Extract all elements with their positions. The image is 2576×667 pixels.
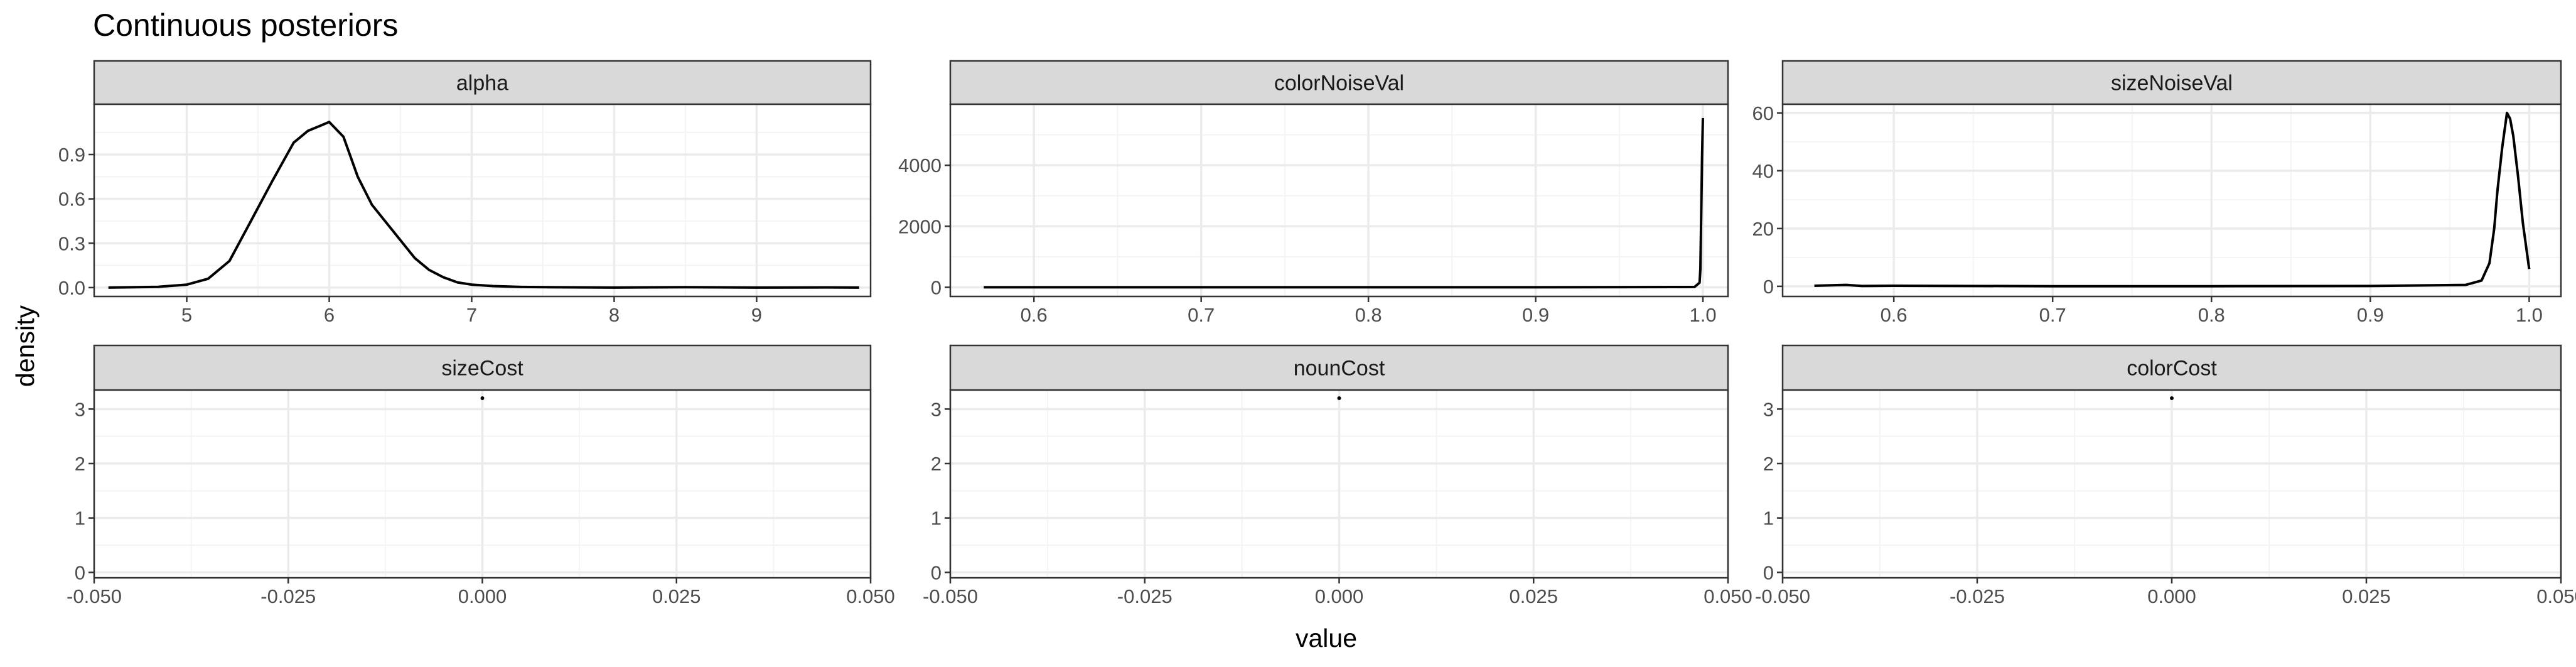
y-tick-label: 3 [931,398,942,420]
y-tick-label: 1 [1763,507,1774,529]
strip-label-colorcost: colorCost [2127,357,2217,381]
y-tick-label: 3 [1763,398,1774,420]
y-tick-label: 0 [1763,276,1774,298]
panel-background-sizenoiseval [1783,104,2561,296]
x-tick-label: 0.9 [2357,304,2384,326]
facet-panels: alpha 5 6 7 8 9 0.0 0.3 0.6 0.9 colorNoiseVal 0.6 0.… [58,60,2576,607]
x-tick-label: 1.0 [1689,304,1716,326]
x-tick-label: 0.025 [2342,585,2391,607]
density-point-colorcost [2170,396,2174,400]
y-tick-label: 40 [1752,160,1774,182]
panel-alpha: alpha 5 6 7 8 9 0.0 0.3 0.6 0.9 [58,60,872,326]
y-axis-title: density [11,305,40,387]
panel-colornoiseval: colorNoiseVal 0.6 0.7 0.8 0.9 1.0 0 2000 4000 [898,60,1729,326]
density-line-colornoiseval [984,117,1704,289]
y-tick-label: 0.3 [58,232,85,254]
x-tick-label: 0.6 [1021,304,1048,326]
y-tick-label: 4000 [898,155,942,176]
panel-nouncost: nounCost -0.050 -0.025 0.000 0.025 0.050 0 1 2 3 [923,344,1752,607]
strip-label-colornoiseval: colorNoiseVal [1274,72,1404,95]
x-tick-label: -0.050 [1755,585,1810,607]
x-tick-label: 6 [324,304,335,326]
x-tick-label: -0.050 [67,585,122,607]
y-tick-label: 0.0 [58,277,85,299]
x-tick-label: 0.025 [1509,585,1558,607]
y-tick-label: 2 [1763,453,1774,475]
x-axis-title: value [1296,624,1357,653]
y-tick-label: 1 [75,507,85,529]
x-tick-label: 0.7 [1188,304,1215,326]
y-tick-label: 0 [1763,561,1774,583]
panel-sizecost: sizeCost -0.050 -0.025 0.000 0.025 0.050 0 1 2 3 [67,344,895,607]
panel-sizenoiseval: sizeNoiseVal 0.6 0.7 0.8 0.9 1.0 0 20 40 60 [1752,60,2562,326]
density-line-sizenoiseval [1814,111,2531,288]
panel-border-colorcost [1781,389,2562,579]
chart-title: Continuous posteriors [93,8,398,43]
x-tick-label: 0.000 [1315,585,1364,607]
x-tick-label: 0.000 [458,585,507,607]
x-tick-label: 0.050 [846,585,895,607]
y-tick-label: 0 [931,561,942,583]
strip-sizenoiseval [1781,60,2562,106]
panel-border-alpha [93,103,872,298]
panel-border-nouncost [949,389,1729,579]
panel-colorcost: colorCost -0.050 -0.025 0.000 0.025 0.050 0 1 2 3 [1755,344,2576,607]
y-tick-label: 2000 [898,215,942,237]
y-tick-label: 0 [931,276,942,298]
x-tick-label: -0.025 [260,585,316,607]
panel-border-colornoiseval [949,103,1729,298]
x-tick-label: 8 [609,304,620,326]
strip-label-sizecost: sizeCost [441,357,523,381]
x-tick-label: 9 [751,304,762,326]
y-tick-label: 0.9 [58,144,85,166]
strip-label-nouncost: nounCost [1294,357,1385,381]
x-tick-label: 0.6 [1881,304,1908,326]
y-tick-label: 1 [931,507,942,529]
panel-background-colornoiseval [950,104,1728,296]
x-tick-label: 0.050 [2536,585,2576,607]
x-tick-label: 0.025 [652,585,701,607]
x-tick-label: 0.9 [1522,304,1549,326]
strip-colornoiseval [949,60,1729,106]
panel-border-sizenoiseval [1781,103,2562,298]
strip-colorcost [1781,344,2562,391]
strip-label-alpha: alpha [456,72,508,95]
x-tick-label: 1.0 [2516,304,2543,326]
y-tick-label: 0 [75,561,85,583]
x-tick-label: 0.000 [2147,585,2196,607]
x-tick-label: -0.025 [1950,585,2005,607]
x-tick-label: -0.025 [1117,585,1173,607]
y-tick-label: 20 [1752,218,1774,240]
y-tick-label: 0.6 [58,188,85,210]
y-tick-label: 2 [75,453,85,475]
x-tick-label: 5 [181,304,192,326]
density-line-alpha [108,121,859,289]
density-point-nouncost [1337,396,1341,400]
panel-border-sizecost [93,389,872,579]
x-tick-label: 0.050 [1704,585,1752,607]
x-tick-label: 0.8 [1355,304,1382,326]
x-tick-label: -0.050 [923,585,978,607]
x-tick-label: 7 [466,304,477,326]
strip-sizecost [93,344,872,391]
y-tick-label: 2 [931,453,942,475]
x-tick-label: 0.8 [2198,304,2225,326]
strip-label-sizenoiseval: sizeNoiseVal [2111,72,2233,95]
x-tick-label: 0.7 [2039,304,2066,326]
y-tick-label: 60 [1752,102,1774,124]
strip-nouncost [949,344,1729,391]
y-tick-label: 3 [75,398,85,420]
density-point-sizecost [480,396,485,400]
strip-alpha [93,60,872,106]
panel-background-alpha [94,104,871,296]
